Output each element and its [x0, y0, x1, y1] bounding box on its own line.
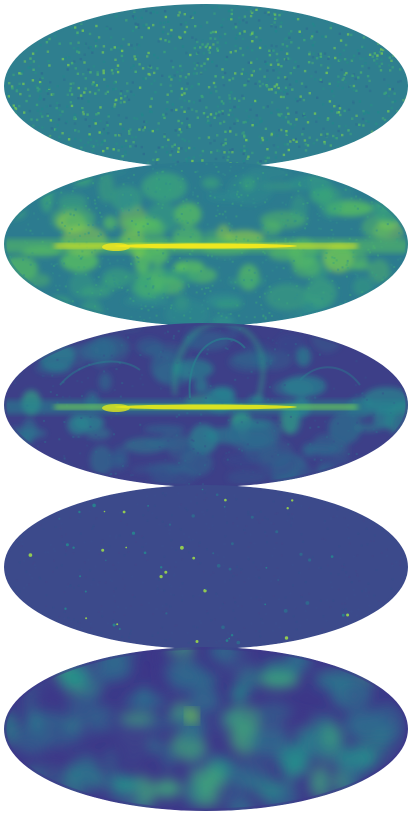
noise-map: [4, 4, 408, 168]
large-scale-fluctuations-map: [4, 647, 408, 811]
galactic-plane-band: [4, 400, 408, 414]
sky-map-base: [4, 485, 408, 649]
galactic-plane-loops-map: [4, 323, 408, 487]
galactic-plane-band: [4, 239, 408, 253]
point-source: [28, 488, 350, 645]
sky-map-base: [4, 4, 408, 168]
map-edge: [4, 647, 408, 811]
galactic-plane-bright-map: [4, 162, 408, 326]
point-sources-map: [4, 485, 408, 649]
hot-spot: [186, 709, 198, 723]
noise-texture: [4, 4, 408, 168]
radio-loop: [59, 323, 361, 401]
